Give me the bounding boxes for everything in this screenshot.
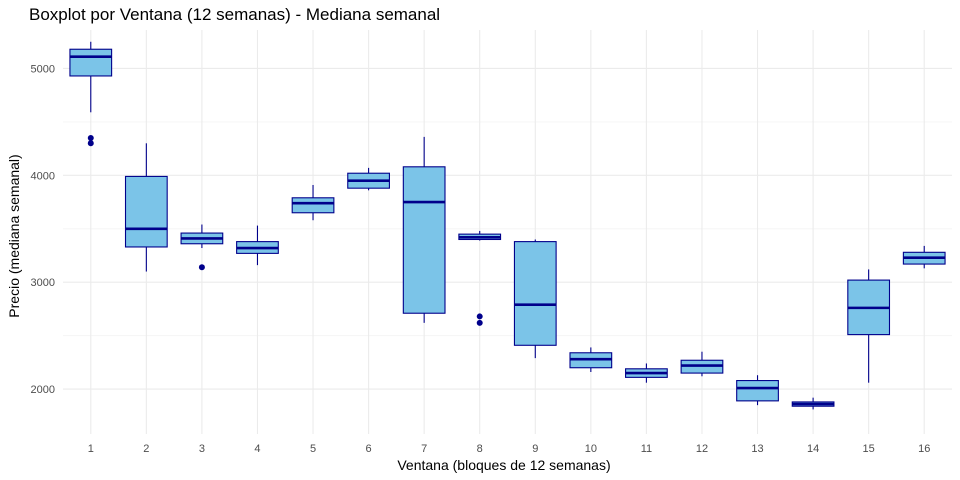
y-axis-title: Precio (mediana semanal) <box>6 154 22 317</box>
outlier-point <box>476 319 483 326</box>
y-axis-ticks: 2000 3000 4000 5000 <box>31 63 55 396</box>
box-group <box>347 167 390 191</box>
x-tick-label: 5 <box>310 443 316 455</box>
box-group <box>124 143 168 272</box>
box-group <box>625 363 668 383</box>
x-tick-label: 14 <box>807 443 819 455</box>
box-group <box>902 245 946 269</box>
box-group <box>69 41 113 147</box>
y-tick-label: 5000 <box>31 63 55 75</box>
x-tick-label: 13 <box>751 443 763 455</box>
box <box>736 380 779 402</box>
y-tick-label: 3000 <box>31 277 55 289</box>
box-group <box>680 351 724 377</box>
box <box>124 175 168 248</box>
box-group <box>847 269 891 383</box>
box-group <box>236 225 279 266</box>
box-group <box>402 136 446 323</box>
x-axis-title: Ventana (bloques de 12 semanas) <box>397 457 610 473</box>
x-tick-label: 10 <box>585 443 597 455</box>
box-group <box>736 375 779 406</box>
box <box>291 197 335 214</box>
x-tick-label: 15 <box>863 443 875 455</box>
x-tick-label: 8 <box>477 443 483 455</box>
box-group <box>291 184 335 221</box>
x-tick-label: 11 <box>641 443 652 455</box>
x-tick-label: 9 <box>532 443 538 455</box>
x-tick-label: 6 <box>366 443 372 455</box>
box-group <box>513 239 557 359</box>
x-tick-label: 12 <box>696 443 708 455</box>
x-tick-label: 7 <box>421 443 427 455</box>
x-axis-ticks: 1 2 3 4 5 6 7 8 9 10 11 12 13 14 15 16 <box>88 443 931 455</box>
x-tick-label: 2 <box>143 443 149 455</box>
boxes <box>69 41 946 410</box>
x-tick-label: 16 <box>918 443 930 455</box>
chart-title: Boxplot por Ventana (12 semanas) - Media… <box>29 5 440 24</box>
box <box>513 241 557 346</box>
box <box>402 166 446 314</box>
outlier-point <box>198 264 205 271</box>
box <box>69 48 113 77</box>
box-group <box>458 230 502 326</box>
outlier-point <box>87 140 94 147</box>
box-group <box>180 224 224 271</box>
box-group <box>791 397 835 410</box>
x-tick-label: 4 <box>254 443 260 455</box>
box-group <box>569 347 613 373</box>
y-tick-label: 4000 <box>31 170 55 182</box>
x-tick-label: 1 <box>88 443 94 455</box>
outlier-point <box>476 313 483 320</box>
grid <box>63 30 952 434</box>
y-tick-label: 2000 <box>31 384 55 396</box>
x-tick-label: 3 <box>199 443 205 455</box>
outlier-point <box>87 134 94 141</box>
